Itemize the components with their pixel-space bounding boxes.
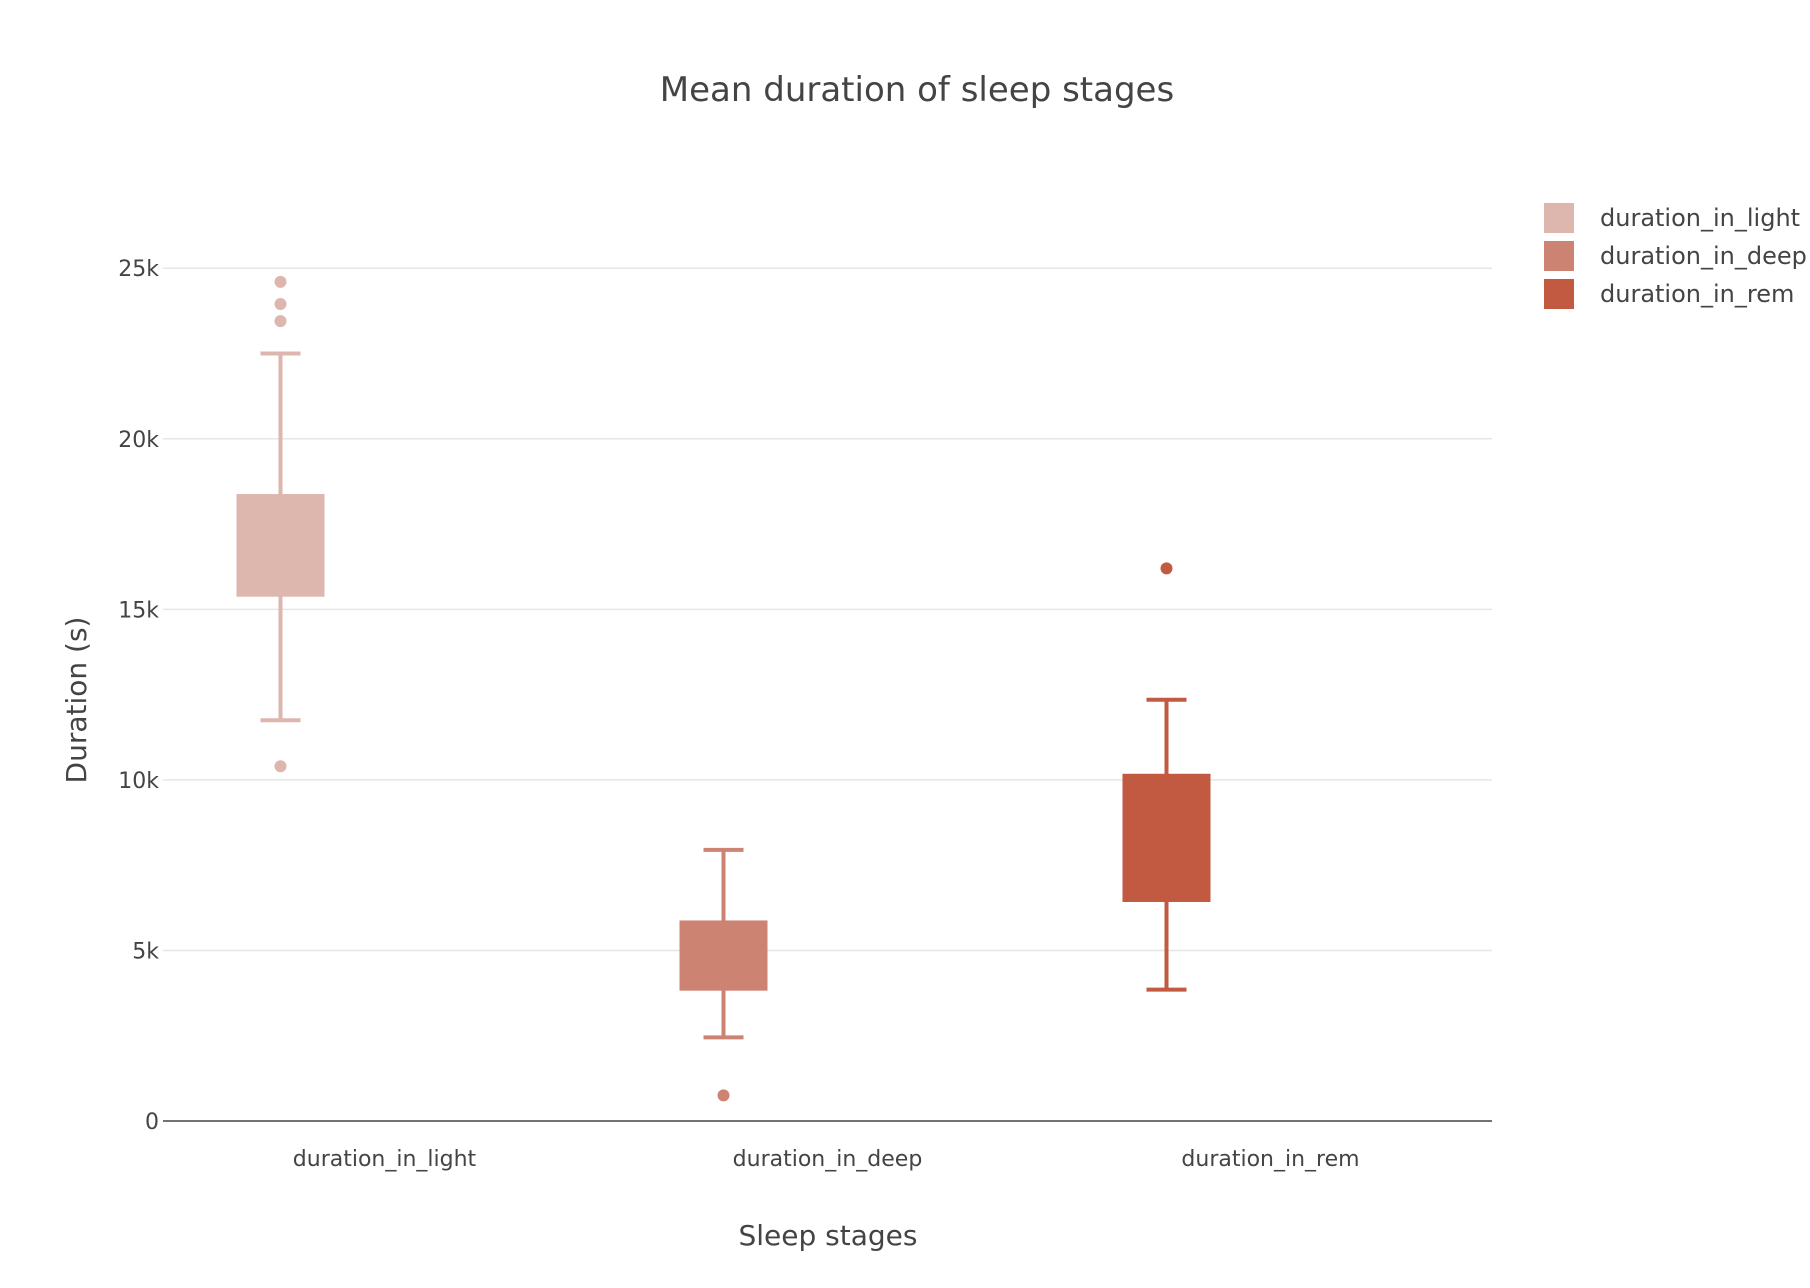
outlier-point[interactable]	[274, 760, 287, 773]
outlier-point[interactable]	[274, 298, 287, 311]
x-tick-label: duration_in_rem	[1181, 1147, 1359, 1172]
axes: 0 5k 10k 15k 20k 25k duration_in_light duration…	[118, 257, 1492, 1172]
legend-item-duration_in_deep[interactable]: duration_in_deep	[1544, 241, 1807, 271]
boxes	[236, 275, 1211, 1102]
x-axis-title: Sleep stages	[739, 1219, 918, 1252]
x-tick-label: duration_in_light	[293, 1147, 477, 1172]
legend[interactable]: duration_in_light duration_in_deepduratio…	[1544, 203, 1807, 309]
outlier-point[interactable]	[274, 315, 287, 328]
chart-title: Mean duration of sleep stages	[660, 70, 1174, 110]
legend-item-duration_in_light[interactable]: duration_in_light	[1544, 203, 1800, 233]
box-iqr[interactable]	[1122, 773, 1211, 902]
y-tick-label: 15k	[118, 598, 159, 623]
y-tick-label: 0	[145, 1110, 159, 1135]
outlier-point[interactable]	[274, 275, 287, 288]
box-duration_in_rem[interactable]	[1122, 562, 1211, 992]
x-tick-label: duration_in_deep	[733, 1147, 923, 1172]
y-tick-label: 5k	[132, 939, 159, 964]
y-tick-label: 10k	[118, 769, 159, 794]
y-axis-title: Duration (s)	[60, 617, 93, 784]
legend-label[interactable]: duration_in_light	[1600, 204, 1800, 232]
box-iqr[interactable]	[679, 920, 768, 991]
box-iqr[interactable]	[236, 494, 325, 597]
legend-label[interactable]: duration_in_deep	[1600, 242, 1807, 270]
y-tick-label: 20k	[118, 428, 159, 453]
grid-lines	[163, 267, 1492, 952]
box-duration_in_light[interactable]	[236, 275, 325, 773]
legend-label[interactable]: duration_in_rem	[1600, 280, 1794, 308]
legend-item-duration_in_rem[interactable]: duration_in_rem	[1544, 279, 1794, 309]
y-tick-label: 25k	[118, 257, 159, 282]
legend-swatch[interactable]	[1544, 203, 1574, 233]
box-duration_in_deep[interactable]	[679, 847, 768, 1102]
legend-swatch[interactable]	[1544, 279, 1574, 309]
legend-swatch[interactable]	[1544, 241, 1574, 271]
outlier-point[interactable]	[1160, 562, 1173, 575]
outlier-point[interactable]	[717, 1089, 730, 1102]
